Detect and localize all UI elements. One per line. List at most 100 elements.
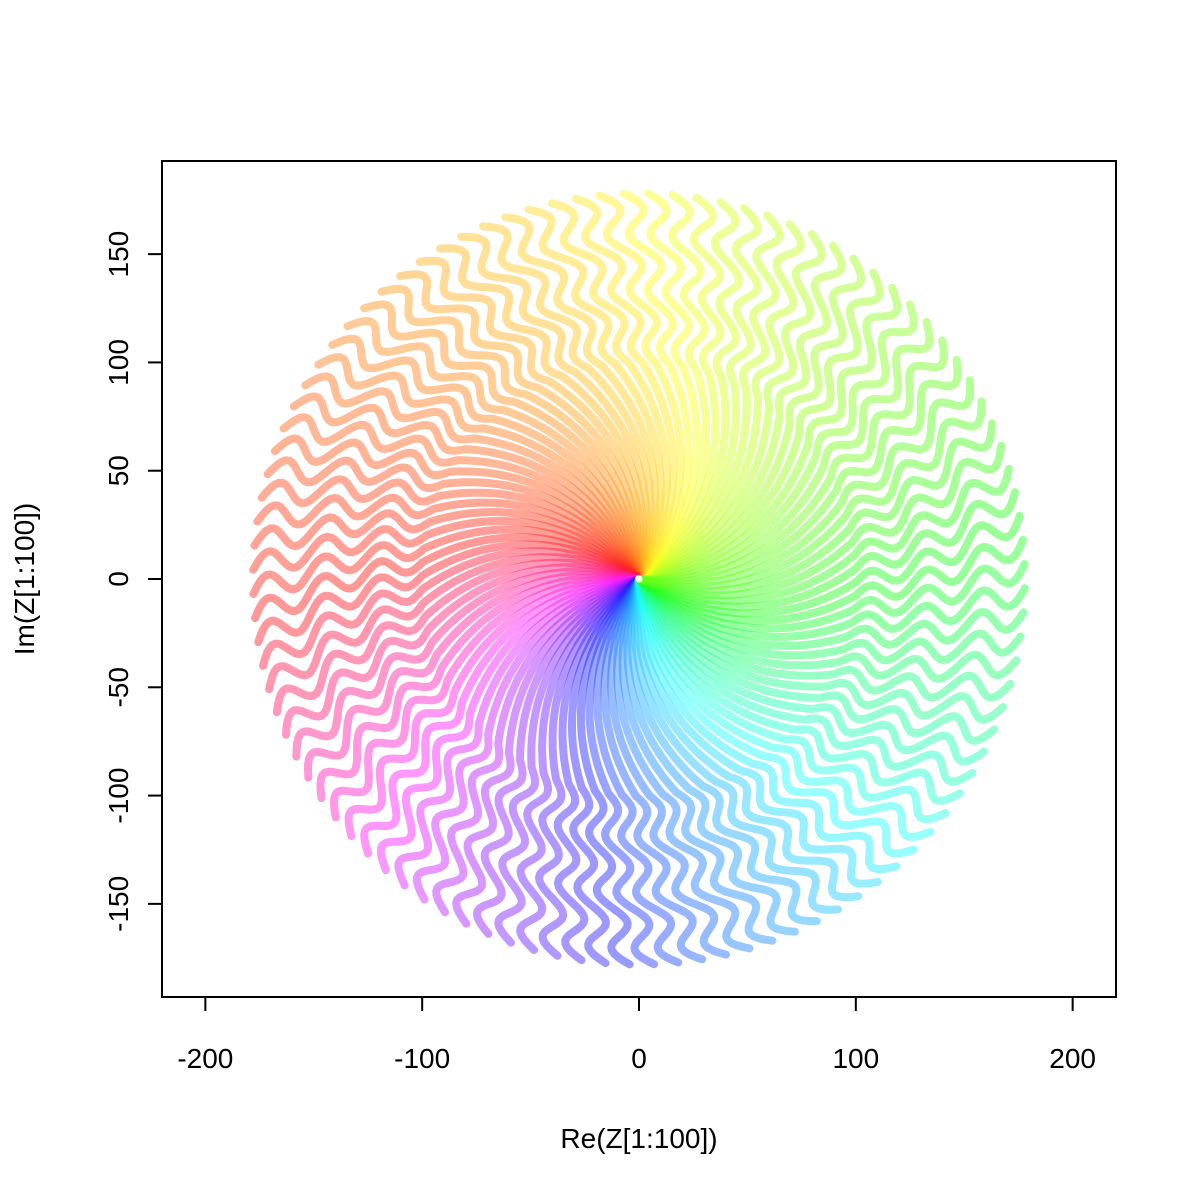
y-axis-title: Im(Z[1:100]): [9, 503, 40, 655]
series-path: [263, 456, 643, 583]
series-path: [585, 575, 658, 969]
series-path: [635, 355, 962, 586]
series-path: [494, 575, 643, 947]
series-path: [577, 575, 643, 969]
y-tick-label: 100: [103, 339, 134, 386]
series-path: [272, 558, 643, 717]
series-path: [377, 284, 643, 583]
series-path: [259, 547, 643, 670]
series-path: [548, 199, 671, 583]
series-path: [635, 419, 996, 595]
x-tick-label: 200: [1049, 1043, 1096, 1074]
series-path: [360, 575, 643, 858]
series-path: [635, 560, 1029, 633]
series-path: [635, 575, 1028, 650]
series-path: [249, 525, 643, 598]
series-path: [635, 575, 1021, 683]
series-path: [635, 268, 884, 583]
series-path: [634, 575, 882, 888]
series-path: [635, 575, 918, 858]
series-path: [250, 508, 643, 583]
series-path: [516, 575, 643, 954]
series-path: [635, 511, 1024, 618]
series-path: [595, 191, 685, 583]
series-path: [394, 575, 643, 890]
series-path: [635, 575, 935, 841]
series-path: [289, 392, 643, 583]
series-path: [535, 575, 643, 960]
series-path: [635, 464, 1013, 605]
series-path: [344, 575, 643, 841]
y-tick-label: -150: [103, 876, 134, 932]
series-path: [457, 232, 651, 583]
series-path: [607, 575, 730, 959]
series-path: [415, 256, 646, 583]
series-path: [600, 575, 707, 964]
series-path: [623, 575, 799, 936]
series-path: [635, 198, 743, 583]
y-tick-label: 150: [103, 231, 134, 278]
series-path: [635, 575, 1015, 702]
series-path: [635, 241, 846, 583]
series-path: [635, 575, 999, 745]
series-path: [360, 300, 643, 583]
series-path: [613, 575, 754, 953]
y-tick-label: -100: [103, 768, 134, 824]
y-tick-label: -50: [103, 667, 134, 707]
x-tick-label: -100: [394, 1043, 450, 1074]
x-axis: -200 -100 0 100 200: [177, 996, 1096, 1074]
series-path: [635, 336, 948, 584]
series-path: [635, 220, 806, 583]
series-path: [635, 575, 1029, 641]
series-path: [632, 575, 863, 902]
series-path: [314, 353, 643, 583]
series-path: [635, 575, 950, 824]
y-axis: -150 -100 -50 0 50 100 150: [103, 231, 163, 932]
series-path: [618, 575, 777, 945]
series-path: [571, 194, 678, 583]
x-tick-label: -200: [177, 1043, 233, 1074]
series-layer: [249, 189, 1029, 969]
series-path: [328, 334, 643, 583]
series-path: [253, 493, 643, 583]
series-path: [501, 213, 660, 583]
series-path: [593, 575, 683, 967]
series-path: [292, 567, 643, 761]
series-path: [620, 189, 693, 583]
series-path: [635, 575, 977, 786]
series-path: [635, 254, 865, 583]
series-path: [635, 204, 762, 583]
series-path: [376, 575, 643, 875]
series-path: [553, 575, 643, 965]
series-path: [330, 574, 643, 822]
series-path: [635, 283, 902, 583]
series-path: [635, 575, 989, 766]
series-path: [270, 434, 643, 583]
center-marker: [635, 575, 643, 583]
series-path: [472, 575, 643, 938]
y-tick-label: 50: [103, 455, 134, 486]
series-path: [635, 575, 1025, 665]
series-path: [568, 575, 643, 968]
series-path: [251, 533, 643, 623]
series-path: [635, 488, 1019, 611]
series-path: [301, 372, 643, 583]
series-path: [479, 222, 655, 583]
series-path: [282, 563, 643, 739]
series-path: [254, 540, 643, 647]
series-path: [436, 244, 648, 583]
series-path: [432, 575, 643, 917]
series-path: [635, 189, 701, 583]
series-path: [343, 317, 643, 583]
series-path: [635, 397, 986, 591]
series-path: [635, 575, 1008, 724]
series-path: [635, 441, 1006, 600]
series-path: [635, 575, 901, 874]
series-path: [635, 193, 725, 583]
x-tick-label: 0: [631, 1043, 647, 1074]
series-path: [304, 570, 643, 782]
y-tick-label: 0: [103, 571, 134, 587]
series-path: [452, 575, 643, 928]
